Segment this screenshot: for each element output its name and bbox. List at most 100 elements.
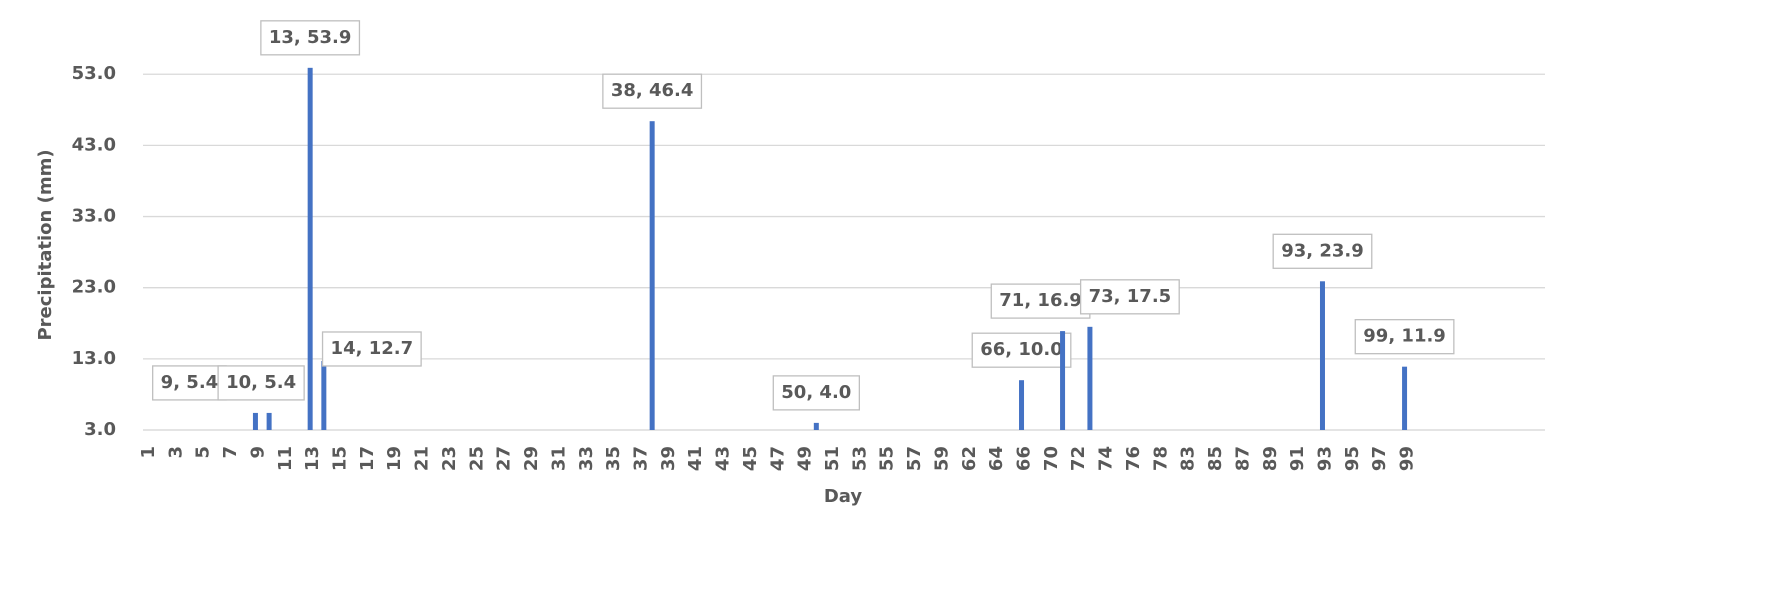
x-tick-label: 43 [713,446,734,471]
y-tick-label: 53.0 [72,63,116,84]
data-label-box: 93, 23.9 [1272,233,1373,269]
bar [1019,380,1025,430]
data-label-box: 9, 5.4 [152,365,227,401]
bar [252,412,258,430]
data-label: 93, 23.9 [1281,240,1364,261]
data-label-border [217,365,305,401]
x-tick-label: 89 [1260,446,1281,471]
bar [307,67,313,431]
x-tick-label: 83 [1178,446,1199,471]
x-tick-label: 3 [165,446,186,459]
data-label-border [602,73,703,109]
bar [321,360,327,430]
x-tick-label: 53 [849,446,870,471]
x-tick-label: 41 [685,446,706,471]
x-tick-label: 62 [959,446,980,471]
x-tick-label: 1 [138,446,159,459]
data-label-border [1272,233,1373,269]
x-tick-label: 25 [466,446,487,471]
x-tick-label: 23 [439,446,460,471]
y-tick-label: 3.0 [84,419,116,440]
data-label-border [321,331,422,367]
data-label: 13, 53.9 [269,27,352,48]
y-tick-label: 23.0 [72,277,116,298]
bar [1060,331,1066,430]
x-tick-label: 91 [1287,446,1308,471]
data-label-border [260,20,361,56]
data-label-box: 73, 17.5 [1079,279,1180,315]
data-label: 71, 16.9 [999,290,1082,311]
x-tick-label: 21 [412,446,433,471]
x-tick-label: 39 [658,446,679,471]
data-label-box: 99, 11.9 [1354,319,1455,355]
data-label: 66, 10.0 [980,339,1063,360]
x-tick-label: 66 [1014,446,1035,471]
x-tick-label: 33 [576,446,597,471]
x-tick-label: 27 [494,446,515,471]
x-tick-label: 51 [822,446,843,471]
data-label-border [1354,319,1455,355]
data-label-box: 66, 10.0 [971,332,1072,368]
x-tick-label: 99 [1397,446,1418,471]
data-label-box: 38, 46.4 [602,73,703,109]
data-label: 50, 4.0 [781,382,851,403]
x-tick-label: 59 [931,446,952,471]
bar [1402,366,1408,430]
x-tick-label: 19 [384,446,405,471]
x-tick-label: 45 [740,446,761,471]
data-label: 73, 17.5 [1089,286,1172,307]
bar [1319,281,1325,430]
x-tick-label: 93 [1314,446,1335,471]
data-label-box: 10, 5.4 [217,365,305,401]
x-tick-label: 37 [630,446,651,471]
x-tick-label: 76 [1123,446,1144,471]
x-tick-label: 55 [877,446,898,471]
data-label-box: 50, 4.0 [772,375,860,411]
x-tick-label: 70 [1041,446,1062,471]
x-tick-label: 97 [1369,446,1390,471]
x-tick-label: 29 [521,446,542,471]
data-label-box: 71, 16.9 [990,283,1091,319]
x-tick-label: 72 [1068,446,1089,471]
data-label-border [152,365,227,401]
bar [1087,326,1093,430]
x-tick-label: 64 [986,446,1007,471]
x-tick-label: 85 [1205,446,1226,471]
x-tick-label: 9 [247,446,268,459]
x-tick-label: 17 [357,446,378,471]
data-label-border [772,375,860,411]
data-label-box: 13, 53.9 [260,20,361,56]
data-label: 10, 5.4 [226,372,296,393]
x-tick-label: 57 [904,446,925,471]
x-tick-label: 49 [795,446,816,471]
data-label-border [1079,279,1180,315]
x-tick-label: 87 [1232,446,1253,471]
data-label: 14, 12.7 [331,338,414,359]
data-label-box: 14, 12.7 [321,331,422,367]
bar [649,121,655,430]
x-tick-label: 13 [302,446,323,471]
y-tick-label: 43.0 [72,134,116,155]
bar [266,412,272,430]
y-tick-label: 33.0 [72,206,116,227]
x-tick-label: 7 [220,446,241,459]
data-label: 99, 11.9 [1363,326,1446,347]
bar [813,422,819,430]
y-axis-title: Precipitation (mm) [35,149,56,340]
x-tick-label: 5 [193,446,214,459]
data-label: 38, 46.4 [611,80,694,101]
x-tick-label: 11 [275,446,296,471]
y-tick-label: 13.0 [72,348,116,369]
x-tick-label: 35 [603,446,624,471]
x-tick-label: 74 [1096,446,1117,471]
x-tick-label: 15 [330,446,351,471]
x-tick-label: 47 [767,446,788,471]
x-tick-label: 78 [1150,446,1171,471]
data-label: 9, 5.4 [161,372,219,393]
x-tick-label: 31 [548,446,569,471]
x-axis-title: Day [824,486,863,507]
x-tick-label: 95 [1342,446,1363,471]
data-label-border [971,332,1072,368]
